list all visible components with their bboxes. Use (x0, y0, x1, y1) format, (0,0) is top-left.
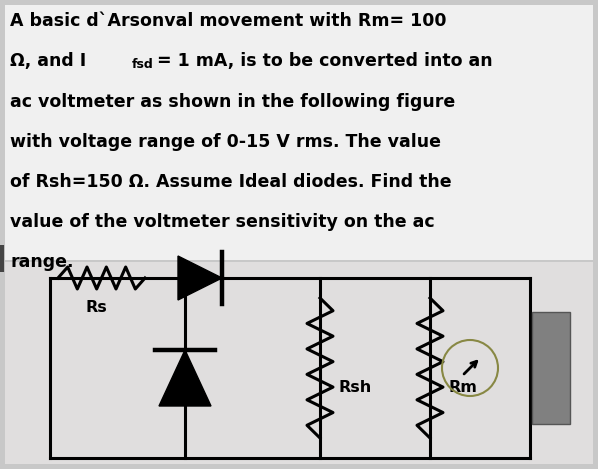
Text: with voltage range of 0-15 V rms. The value: with voltage range of 0-15 V rms. The va… (10, 133, 441, 151)
Text: PMMC: PMMC (545, 347, 557, 389)
Text: range.: range. (10, 253, 74, 271)
Text: Rsh: Rsh (338, 380, 371, 395)
Bar (532, 312, 570, 424)
Bar (5, 262, 593, 464)
Text: Rm: Rm (448, 380, 477, 395)
Bar (5, 5, 593, 260)
Text: Ω, and I: Ω, and I (10, 52, 86, 70)
Text: of Rsh=150 Ω. Assume Ideal diodes. Find the: of Rsh=150 Ω. Assume Ideal diodes. Find … (10, 173, 451, 191)
Text: A basic d`Arsonval movement with Rm= 100: A basic d`Arsonval movement with Rm= 100 (10, 12, 447, 30)
Polygon shape (178, 256, 222, 300)
Text: value of the voltmeter sensitivity on the ac: value of the voltmeter sensitivity on th… (10, 213, 435, 231)
Text: = 1 mA, is to be converted into an: = 1 mA, is to be converted into an (157, 52, 493, 70)
Polygon shape (159, 350, 211, 406)
Text: fsd: fsd (132, 58, 154, 71)
Text: Rs: Rs (86, 300, 108, 315)
Text: ac voltmeter as shown in the following figure: ac voltmeter as shown in the following f… (10, 93, 455, 111)
